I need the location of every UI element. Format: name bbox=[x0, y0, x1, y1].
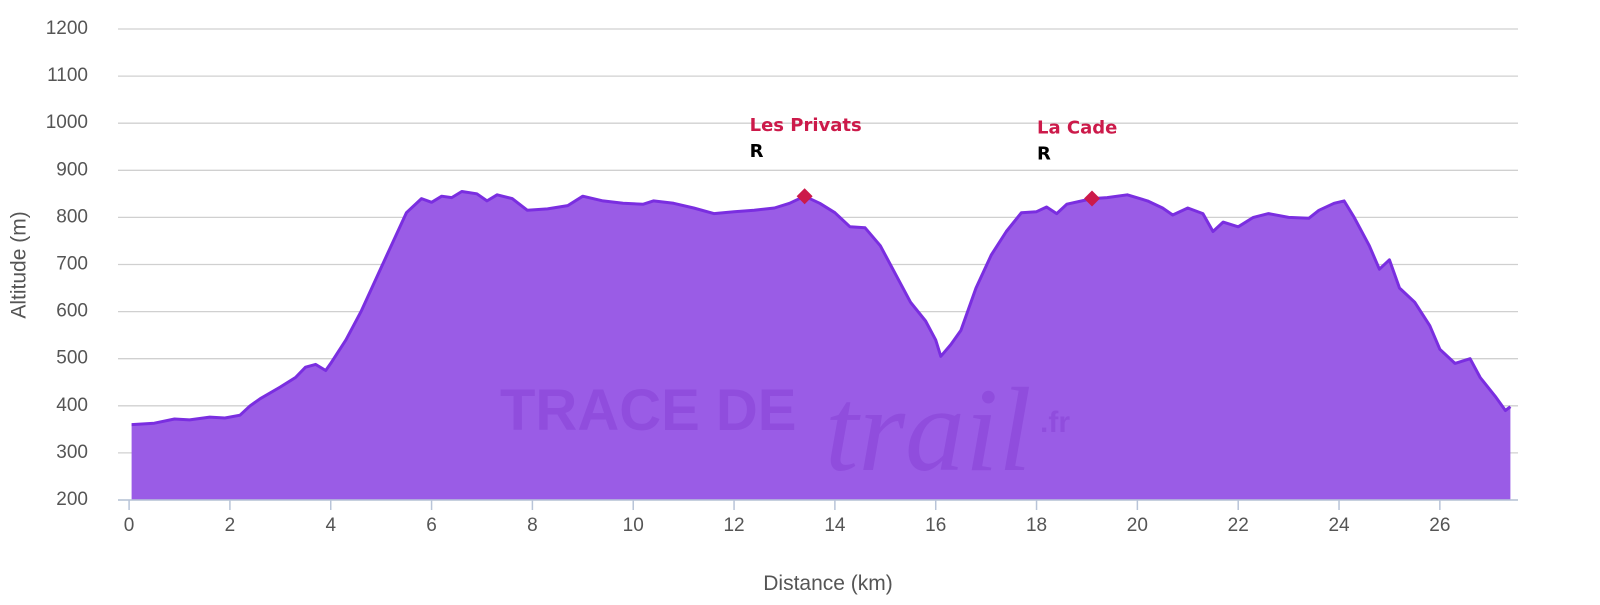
annotation-marker bbox=[1084, 190, 1101, 207]
x-axis-title: Distance (km) bbox=[763, 572, 893, 595]
y-tick-label: 400 bbox=[56, 395, 88, 416]
x-tick-label: 20 bbox=[1127, 515, 1148, 536]
plot bbox=[131, 190, 1512, 500]
y-axis-title: Altitude (m) bbox=[8, 211, 31, 318]
area-line bbox=[131, 190, 1512, 427]
annotation-marker bbox=[796, 188, 813, 205]
x-tick-label: 22 bbox=[1228, 515, 1249, 536]
y-tick-label: 1000 bbox=[46, 112, 88, 133]
watermark: TRACE DE bbox=[500, 378, 796, 443]
x-tick-label: 6 bbox=[426, 515, 437, 536]
y-tick-label: 800 bbox=[56, 206, 88, 227]
x-tick-label: 26 bbox=[1429, 515, 1450, 536]
x-tick-label: 12 bbox=[723, 515, 744, 536]
y-tick-label: 900 bbox=[56, 159, 88, 180]
x-tick-label: 24 bbox=[1328, 515, 1350, 536]
annotation-sublabel: R bbox=[750, 141, 764, 162]
y-tick-label: 700 bbox=[56, 254, 88, 275]
watermark: trail bbox=[825, 363, 1032, 496]
y-tick-label: 1200 bbox=[46, 18, 88, 39]
annotation-label: La Cade bbox=[1037, 118, 1117, 139]
x-tick-label: 10 bbox=[623, 515, 644, 536]
x-tick-label: 2 bbox=[225, 515, 236, 536]
x-tick-label: 18 bbox=[1026, 515, 1047, 536]
area-fill bbox=[131, 191, 1511, 500]
y-tick-label: 200 bbox=[56, 489, 88, 510]
y-tick-label: 1100 bbox=[47, 65, 88, 86]
y-tick-label: 500 bbox=[56, 348, 88, 369]
y-tick-label: 300 bbox=[56, 442, 88, 463]
annotation-label: Les Privats bbox=[750, 115, 862, 136]
x-tick-label: 4 bbox=[325, 515, 336, 536]
x-tick-label: 8 bbox=[527, 515, 538, 536]
x-tick-label: 0 bbox=[124, 515, 135, 536]
x-tick-label: 16 bbox=[925, 515, 946, 536]
x-tick-label: 14 bbox=[824, 515, 846, 536]
watermark: .fr bbox=[1040, 406, 1070, 439]
y-tick-label: 600 bbox=[56, 301, 88, 322]
annotation-sublabel: R bbox=[1037, 144, 1051, 165]
